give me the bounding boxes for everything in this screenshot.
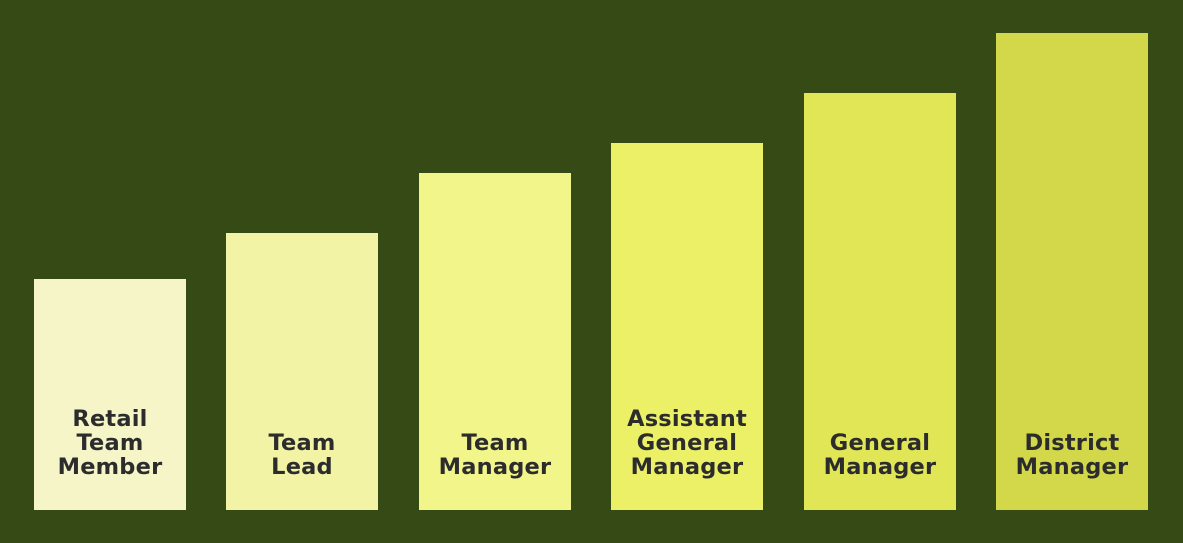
step-label: Retail Team Member bbox=[57, 406, 163, 480]
step-district-manager: District Manager bbox=[996, 33, 1148, 510]
step-label: General Manager bbox=[823, 430, 937, 480]
step-retail-team-member: Retail Team Member bbox=[34, 279, 186, 510]
step-general-manager: General Manager bbox=[804, 93, 956, 510]
step-team-lead: Team Lead bbox=[226, 233, 378, 510]
step-team-manager: Team Manager bbox=[419, 173, 571, 510]
step-label: Team Lead bbox=[268, 430, 336, 480]
step-label: Assistant General Manager bbox=[627, 406, 747, 480]
step-label: Team Manager bbox=[438, 430, 552, 480]
step-assistant-general-manager: Assistant General Manager bbox=[611, 143, 763, 510]
step-label: District Manager bbox=[1015, 430, 1129, 480]
